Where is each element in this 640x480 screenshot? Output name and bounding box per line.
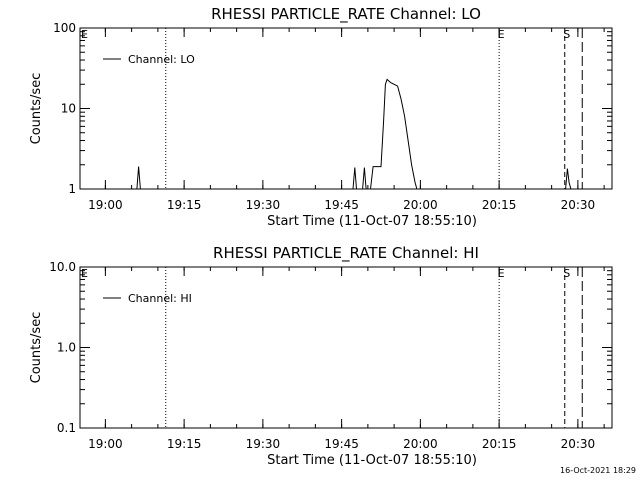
- legend-label: Channel: HI: [128, 292, 192, 305]
- y-axis-label: Counts/sec: [29, 312, 44, 384]
- x-tick-label: 20:00: [403, 437, 438, 451]
- y-tick-label: 10: [61, 102, 76, 116]
- legend-label: Channel: LO: [128, 53, 195, 66]
- y-axis-label: Counts/sec: [29, 73, 44, 145]
- edge-marker-label: E: [81, 267, 88, 280]
- y-tick-label: 10.0: [49, 260, 76, 274]
- y-tick-label: 1: [68, 182, 76, 196]
- x-tick-label: 19:45: [324, 437, 359, 451]
- y-tick-label: 100: [53, 21, 76, 35]
- x-tick-label: 19:30: [246, 437, 281, 451]
- x-tick-label: 20:00: [403, 198, 438, 212]
- panel-1: RHESSI PARTICLE_RATE Channel: LO 1 10 100 Co…: [29, 5, 613, 229]
- x-tick-label: 20:30: [561, 198, 596, 212]
- chart-title: RHESSI PARTICLE_RATE Channel: LO: [211, 5, 481, 24]
- chart-title: RHESSI PARTICLE_RATE Channel: HI: [213, 244, 479, 263]
- series-line: [136, 78, 572, 190]
- event-marker-label: E: [498, 267, 505, 280]
- y-tick-label: 1.0: [57, 341, 76, 355]
- x-tick-label: 19:15: [167, 437, 202, 451]
- x-tick-label: 20:15: [482, 437, 517, 451]
- x-tick-label: 20:30: [561, 437, 596, 451]
- panel-2: RHESSI PARTICLE_RATE Channel: HI 0.1 1.0 10…: [29, 244, 613, 468]
- event-marker-label: S: [563, 28, 570, 41]
- x-axis-label: Start Time (11-Oct-07 18:55:10): [267, 453, 477, 468]
- y-tick-label: 0.1: [57, 421, 76, 435]
- edge-marker-label: E: [81, 28, 88, 41]
- timestamp-footer: 16-Oct-2021 18:29: [560, 466, 636, 475]
- x-tick-label: 19:00: [88, 437, 123, 451]
- x-tick-label: 19:30: [246, 198, 281, 212]
- x-axis-label: Start Time (11-Oct-07 18:55:10): [267, 214, 477, 229]
- x-tick-label: 19:00: [88, 198, 123, 212]
- x-tick-label: 19:15: [167, 198, 202, 212]
- event-marker-label: E: [498, 28, 505, 41]
- x-tick-label: 19:45: [324, 198, 359, 212]
- x-tick-label: 20:15: [482, 198, 517, 212]
- event-marker-label: S: [563, 267, 570, 280]
